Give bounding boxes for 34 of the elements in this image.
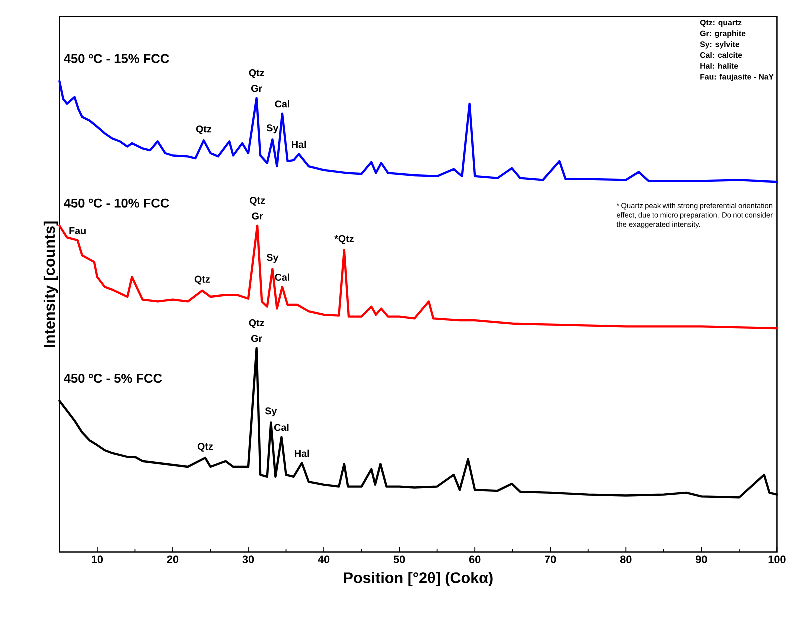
series-label: 450 ºC - 15% FCC bbox=[64, 54, 170, 64]
y-axis-title: Intensity [counts] bbox=[44, 222, 58, 348]
x-tick-label: 20 bbox=[167, 556, 179, 564]
annotation: Sy bbox=[265, 407, 278, 416]
x-tick-label: 80 bbox=[620, 556, 632, 564]
annotation: Sy bbox=[266, 254, 279, 263]
annotation: Qtz bbox=[198, 442, 214, 452]
x-tick-label: 100 bbox=[768, 556, 786, 564]
annotation: Cal bbox=[275, 100, 290, 108]
annotation: *Qtz bbox=[334, 235, 354, 244]
x-tick-label: 10 bbox=[92, 556, 104, 564]
x-axis-title: Position [°2θ] (Cokα) bbox=[344, 572, 493, 586]
x-tick-label: 90 bbox=[696, 556, 708, 564]
annotation: Qtz bbox=[249, 319, 264, 328]
annotation: Sy bbox=[266, 124, 279, 134]
annotation: Hal bbox=[292, 140, 306, 148]
annotation: Cal bbox=[275, 274, 290, 281]
annotation: Gr bbox=[251, 84, 262, 92]
x-tick-label: 40 bbox=[318, 556, 330, 564]
annotation: Gr bbox=[252, 212, 264, 220]
x-tick-label: 60 bbox=[469, 556, 481, 564]
annotation: Qtz bbox=[194, 276, 210, 285]
annotation: Qtz bbox=[250, 196, 266, 206]
series-label: 450 ºC - 5% FCC bbox=[64, 374, 162, 383]
series-label: 450 ºC - 10% FCC bbox=[64, 198, 170, 208]
annotation: Fau bbox=[70, 227, 86, 234]
x-tick-label: 30 bbox=[242, 556, 254, 564]
annotation: Qtz bbox=[249, 69, 264, 78]
annotation: Cal bbox=[274, 424, 289, 432]
x-tick-label: 50 bbox=[394, 556, 406, 564]
annotation: Qtz bbox=[196, 126, 212, 134]
annotation: Gr bbox=[251, 335, 262, 342]
x-tick-label: 70 bbox=[545, 556, 556, 564]
annotation: Hal bbox=[295, 450, 310, 457]
